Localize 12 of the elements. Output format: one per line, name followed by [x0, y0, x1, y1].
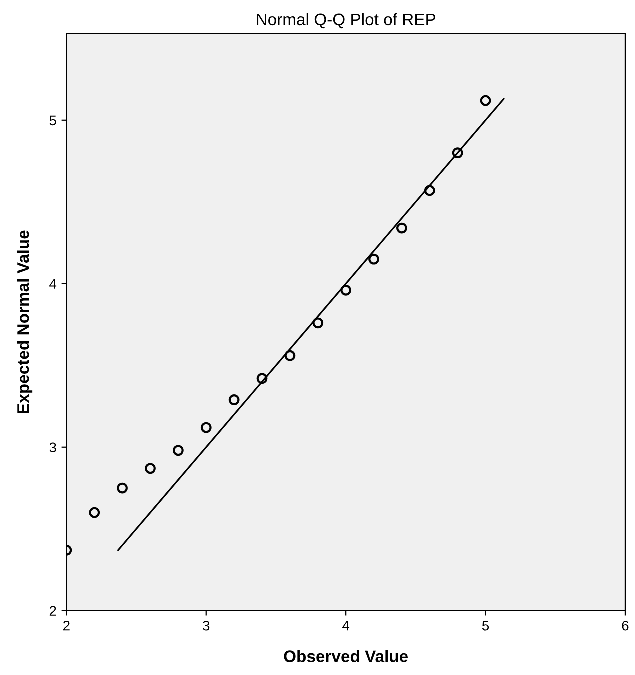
chart-title: Normal Q-Q Plot of REP [257, 13, 436, 29]
y-tick-label: 4 [50, 279, 57, 289]
x-tick-label: 4 [342, 621, 350, 631]
x-tick-label: 5 [482, 621, 490, 631]
x-axis-title: Observed Value [284, 650, 408, 662]
y-tick-label: 2 [50, 606, 56, 616]
y-axis-title: Expected Normal Value [17, 230, 33, 414]
y-tick-label: 5 [50, 116, 56, 126]
x-tick-label: 6 [622, 620, 629, 631]
x-tick-label: 2 [64, 620, 70, 631]
x-tick-label: 3 [203, 620, 210, 631]
y-tick-label: 3 [50, 442, 56, 453]
